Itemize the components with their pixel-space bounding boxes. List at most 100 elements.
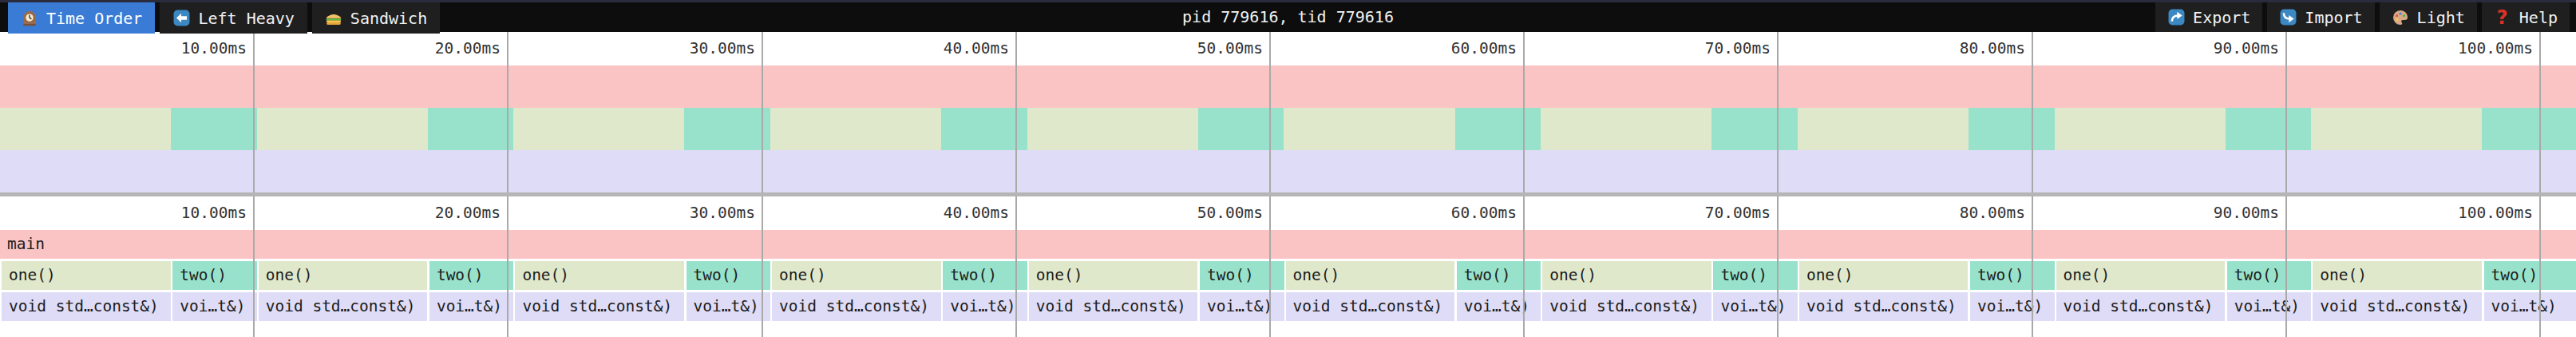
flame-cell-child[interactable]: voi…t&) xyxy=(943,292,1027,321)
flame-cell-main[interactable]: main xyxy=(0,230,2576,259)
gridline xyxy=(2539,196,2541,337)
minimap-two-block xyxy=(1711,108,1798,150)
flame-cell-two[interactable]: two() xyxy=(2484,261,2576,290)
flame-cell-two[interactable]: two() xyxy=(172,261,257,290)
gridline xyxy=(2539,32,2541,192)
flame-cell-child[interactable]: voi…t&) xyxy=(2484,292,2576,321)
time-tick-label: 40.00ms xyxy=(813,196,1009,229)
export-arrow-icon xyxy=(2167,9,2185,26)
gridline xyxy=(1523,32,1525,192)
flame-cell-child[interactable]: void std…const&) xyxy=(515,292,684,321)
minimap-two-block xyxy=(2226,108,2312,150)
flame-cell-child[interactable]: void std…const&) xyxy=(2056,292,2226,321)
flame-cell-one[interactable]: one() xyxy=(2313,261,2482,290)
flame-cell-two[interactable]: two() xyxy=(1457,261,1541,290)
gridline xyxy=(1015,196,1017,337)
flame-cell-one[interactable]: one() xyxy=(1542,261,1711,290)
gridline xyxy=(1269,32,1271,192)
palette-icon xyxy=(2392,9,2409,26)
flame-cell-child[interactable]: voi…t&) xyxy=(2227,292,2312,321)
flame-cell-child[interactable]: voi…t&) xyxy=(1200,292,1284,321)
flame-cell-one[interactable]: one() xyxy=(1799,261,1969,290)
time-tick-label: 40.00ms xyxy=(813,32,1009,65)
flame-cell-two[interactable]: two() xyxy=(1970,261,2055,290)
minimap-two-block xyxy=(941,108,1027,150)
time-tick-label: 50.00ms xyxy=(1067,32,1263,65)
gridline xyxy=(1777,196,1779,337)
gridline xyxy=(1523,196,1525,337)
tab-sandwich[interactable]: Sandwich xyxy=(312,2,440,34)
flame-row-level2: void std…const&)voi…t&)void std…const&)v… xyxy=(0,292,2576,321)
flame-cell-child[interactable]: voi…t&) xyxy=(1713,292,1798,321)
flame-cell-two[interactable]: two() xyxy=(687,261,771,290)
gridline xyxy=(507,196,508,337)
flame-cell-child[interactable]: void std…const&) xyxy=(1029,292,1198,321)
time-tick-label: 50.00ms xyxy=(1067,196,1263,229)
flame-cell-child[interactable]: void std…const&) xyxy=(2313,292,2482,321)
time-tick-label: 80.00ms xyxy=(1830,32,2025,65)
time-tick-label: 100.00ms xyxy=(2337,32,2533,65)
time-tick-label: 60.00ms xyxy=(1321,196,1517,229)
flame-cell-child[interactable]: void std…const&) xyxy=(259,292,428,321)
flame-cell-one[interactable]: one() xyxy=(1029,261,1198,290)
minimap-main-band xyxy=(0,65,2576,108)
minimap-two-block xyxy=(1455,108,1541,150)
time-tick-label: 80.00ms xyxy=(1830,196,2025,229)
minimap-level1-band xyxy=(0,108,2576,150)
flame-cell-two[interactable]: two() xyxy=(943,261,1027,290)
clock-icon xyxy=(21,10,38,27)
minimap[interactable]: 10.00ms20.00ms30.00ms40.00ms50.00ms60.00… xyxy=(0,32,2576,192)
flame-cell-child[interactable]: void std…const&) xyxy=(772,292,941,321)
time-tick-label: 90.00ms xyxy=(2083,196,2279,229)
flame-cell-one[interactable]: one() xyxy=(1286,261,1455,290)
flame-cell-two[interactable]: two() xyxy=(2227,261,2312,290)
flame-cell-one[interactable]: one() xyxy=(2,261,171,290)
theme-toggle-button[interactable]: Light xyxy=(2380,2,2477,32)
flame-cell-one[interactable]: one() xyxy=(2056,261,2226,290)
import-button[interactable]: Import xyxy=(2267,2,2374,32)
flame-cell-two[interactable]: two() xyxy=(429,261,514,290)
flame-cell-child[interactable]: void std…const&) xyxy=(1286,292,1455,321)
flame-cell-one[interactable]: one() xyxy=(772,261,941,290)
flame-cell-child[interactable]: void std…const&) xyxy=(1799,292,1969,321)
tab-label: Left Heavy xyxy=(198,9,294,28)
time-tick-label: 90.00ms xyxy=(2083,32,2279,65)
flame-cell-one[interactable]: one() xyxy=(515,261,684,290)
minimap-two-block xyxy=(1969,108,2055,150)
time-tick-label: 20.00ms xyxy=(305,196,501,229)
time-tick-label: 10.00ms xyxy=(51,196,247,229)
speedscope-app: pid 779616, tid 779616 Time Order xyxy=(0,0,2576,337)
flame-cell-child[interactable]: void std…const&) xyxy=(1542,292,1711,321)
gridline xyxy=(507,32,508,192)
flamechart[interactable]: main one()two()one()two()one()two()one()… xyxy=(0,196,2576,337)
tab-left-heavy[interactable]: Left Heavy xyxy=(160,2,307,34)
gridline xyxy=(253,196,255,337)
flame-cell-two[interactable]: two() xyxy=(1200,261,1284,290)
tab-label: Sandwich xyxy=(350,9,427,28)
gridline xyxy=(1269,196,1271,337)
flame-cell-child[interactable]: void std…const&) xyxy=(2,292,171,321)
time-tick-label: 30.00ms xyxy=(560,32,755,65)
button-label: Help xyxy=(2519,8,2558,27)
minimap-two-block xyxy=(171,108,257,150)
time-tick-label: 100.00ms xyxy=(2337,196,2533,229)
gridline xyxy=(762,196,763,337)
gridline xyxy=(2285,196,2287,337)
time-tick-label: 60.00ms xyxy=(1321,32,1517,65)
button-label: Light xyxy=(2417,8,2465,27)
flame-cell-child[interactable]: voi…t&) xyxy=(429,292,514,321)
flame-cell-child[interactable]: voi…t&) xyxy=(1457,292,1541,321)
gridline xyxy=(1777,32,1779,192)
gridline xyxy=(1015,32,1017,192)
flame-cell-child[interactable]: voi…t&) xyxy=(1970,292,2055,321)
tab-time-order[interactable]: Time Order xyxy=(8,2,155,34)
help-button[interactable]: ? Help xyxy=(2482,2,2570,32)
flame-cell-one[interactable]: one() xyxy=(259,261,428,290)
export-button[interactable]: Export xyxy=(2155,2,2262,32)
flame-row-main: main xyxy=(0,230,2576,259)
pane-resize-handle[interactable] xyxy=(0,192,2576,196)
flame-cell-child[interactable]: voi…t&) xyxy=(172,292,257,321)
flame-cell-child[interactable]: voi…t&) xyxy=(687,292,771,321)
flame-cell-two[interactable]: two() xyxy=(1713,261,1798,290)
gridline xyxy=(2032,32,2033,192)
